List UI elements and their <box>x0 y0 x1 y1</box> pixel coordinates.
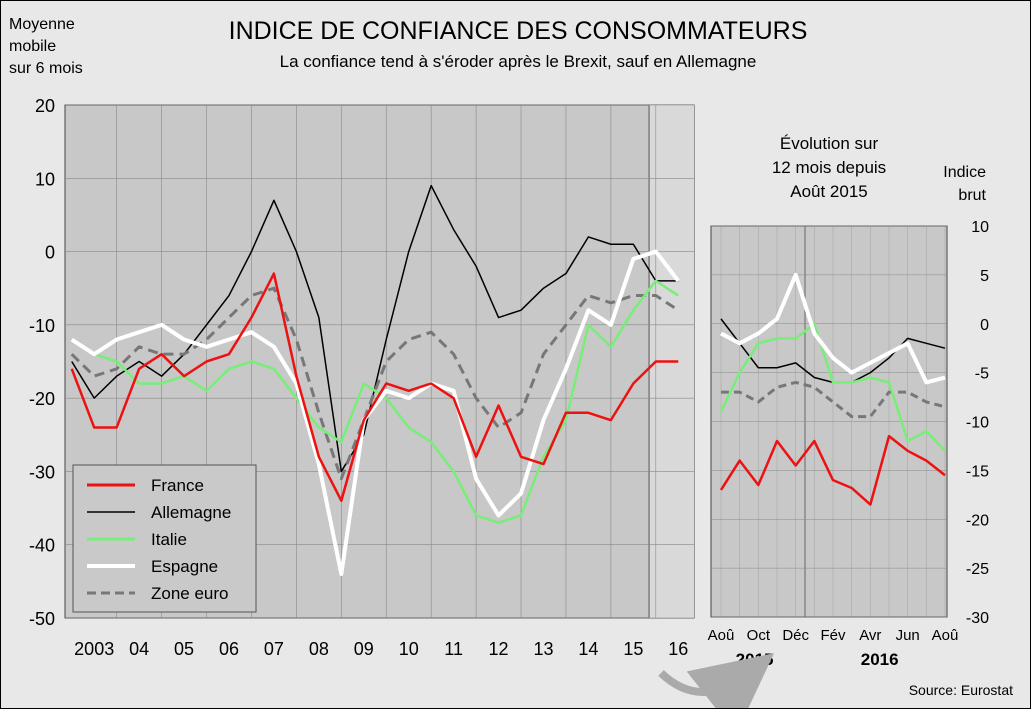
y-tick-label: 0 <box>45 243 55 263</box>
series-line-zone-euro <box>70 286 680 481</box>
x-tick-label: 05 <box>174 639 194 659</box>
inset-x-tick-label: Déc <box>782 627 809 644</box>
inset-series-line-italie <box>719 322 946 452</box>
series-line-espagne <box>70 249 680 577</box>
left-note-line-3: sur 6 mois <box>9 60 83 77</box>
inset-title-line-2: 12 mois depuis <box>772 158 886 177</box>
y-tick-label: -30 <box>29 462 55 482</box>
x-tick-label: 11 <box>444 639 463 659</box>
y-tick-label: -40 <box>29 536 55 556</box>
inset-series-lines <box>719 272 946 506</box>
chart-title: INDICE DE CONFIANCE DES CONSOMMATEURS <box>229 17 808 45</box>
inset-x-tick-label: Aoû <box>708 627 735 644</box>
legend: France Allemagne Italie Espagne Zone eur… <box>72 464 257 613</box>
inset-year-label: 2016 <box>861 650 899 669</box>
legend-label-espagne: Espagne <box>151 557 218 576</box>
inset-x-tick-label: Oct <box>747 627 771 644</box>
inset-series-line-zone-euro <box>721 380 946 419</box>
left-note-line-2: mobile <box>9 38 56 55</box>
legend-label-allemagne: Allemagne <box>151 503 231 522</box>
y-tick-label: 20 <box>35 96 55 116</box>
x-tick-label: 06 <box>219 639 239 659</box>
inset-y-tick-label: -15 <box>966 463 989 480</box>
x-tick-label: 14 <box>578 639 598 659</box>
series-line-france <box>70 272 679 502</box>
inset-y-tick-label: 5 <box>980 268 989 285</box>
inset-x-tick-label: Aoû <box>932 627 959 644</box>
legend-label-france: France <box>151 476 204 495</box>
inset-y-tick-label: -20 <box>966 512 989 529</box>
left-note-line-1: Moyenne <box>9 16 75 33</box>
inset-y-tick-label: -10 <box>966 415 989 432</box>
x-tick-label: 08 <box>309 639 329 659</box>
inset-plot-area <box>710 225 948 618</box>
inset-series-line-espagne <box>720 272 946 385</box>
x-tick-label: 07 <box>264 639 284 659</box>
x-tick-label: 15 <box>623 639 643 659</box>
legend-label-italie: Italie <box>151 530 187 549</box>
y-tick-label: -50 <box>29 609 55 629</box>
inset-title-line-3: Août 2015 <box>790 182 868 201</box>
y-tick-label: -20 <box>29 389 55 409</box>
y-tick-label: 10 <box>35 169 55 189</box>
inset-year-label: 2015 <box>736 650 774 669</box>
x-tick-label: 10 <box>399 639 419 659</box>
main-series-lines <box>70 184 680 577</box>
x-tick-label: 2003 <box>74 639 114 659</box>
chart-subtitle: La confiance tend à s'éroder après le Br… <box>280 52 757 71</box>
x-tick-label: 12 <box>489 639 509 659</box>
main-axis-labels: 20 10 0 -10 -20 -30 -40 -50 2003 04 05 06 07 08 09 10 11… <box>29 96 688 659</box>
x-tick-label: 09 <box>354 639 374 659</box>
inset-ylabel-line-1: Indice <box>943 164 986 181</box>
x-tick-label: 04 <box>129 639 149 659</box>
inset-title-line-1: Évolution sur <box>780 134 879 153</box>
inset-y-tick-label: -30 <box>966 610 989 627</box>
inset-x-tick-label: Jun <box>896 627 920 644</box>
inset-y-tick-label: 10 <box>971 219 989 236</box>
series-line-italie <box>71 279 679 524</box>
inset-y-tick-label: -5 <box>975 366 989 383</box>
y-tick-label: -10 <box>29 316 55 336</box>
inset-ylabel-line-2: brut <box>958 187 986 204</box>
curved-arrow-icon <box>658 653 775 713</box>
x-tick-label: 16 <box>668 639 688 659</box>
x-tick-label: 13 <box>533 639 553 659</box>
source-note: Source: Eurostat <box>909 682 1013 698</box>
inset-x-tick-label: Avr <box>859 627 881 644</box>
inset-y-tick-label: 0 <box>980 317 989 334</box>
inset-y-tick-label: -25 <box>966 561 989 578</box>
inset-x-tick-label: Fév <box>820 627 846 644</box>
legend-label-zone-euro: Zone euro <box>151 584 229 603</box>
inset-series-line-france <box>719 434 946 506</box>
